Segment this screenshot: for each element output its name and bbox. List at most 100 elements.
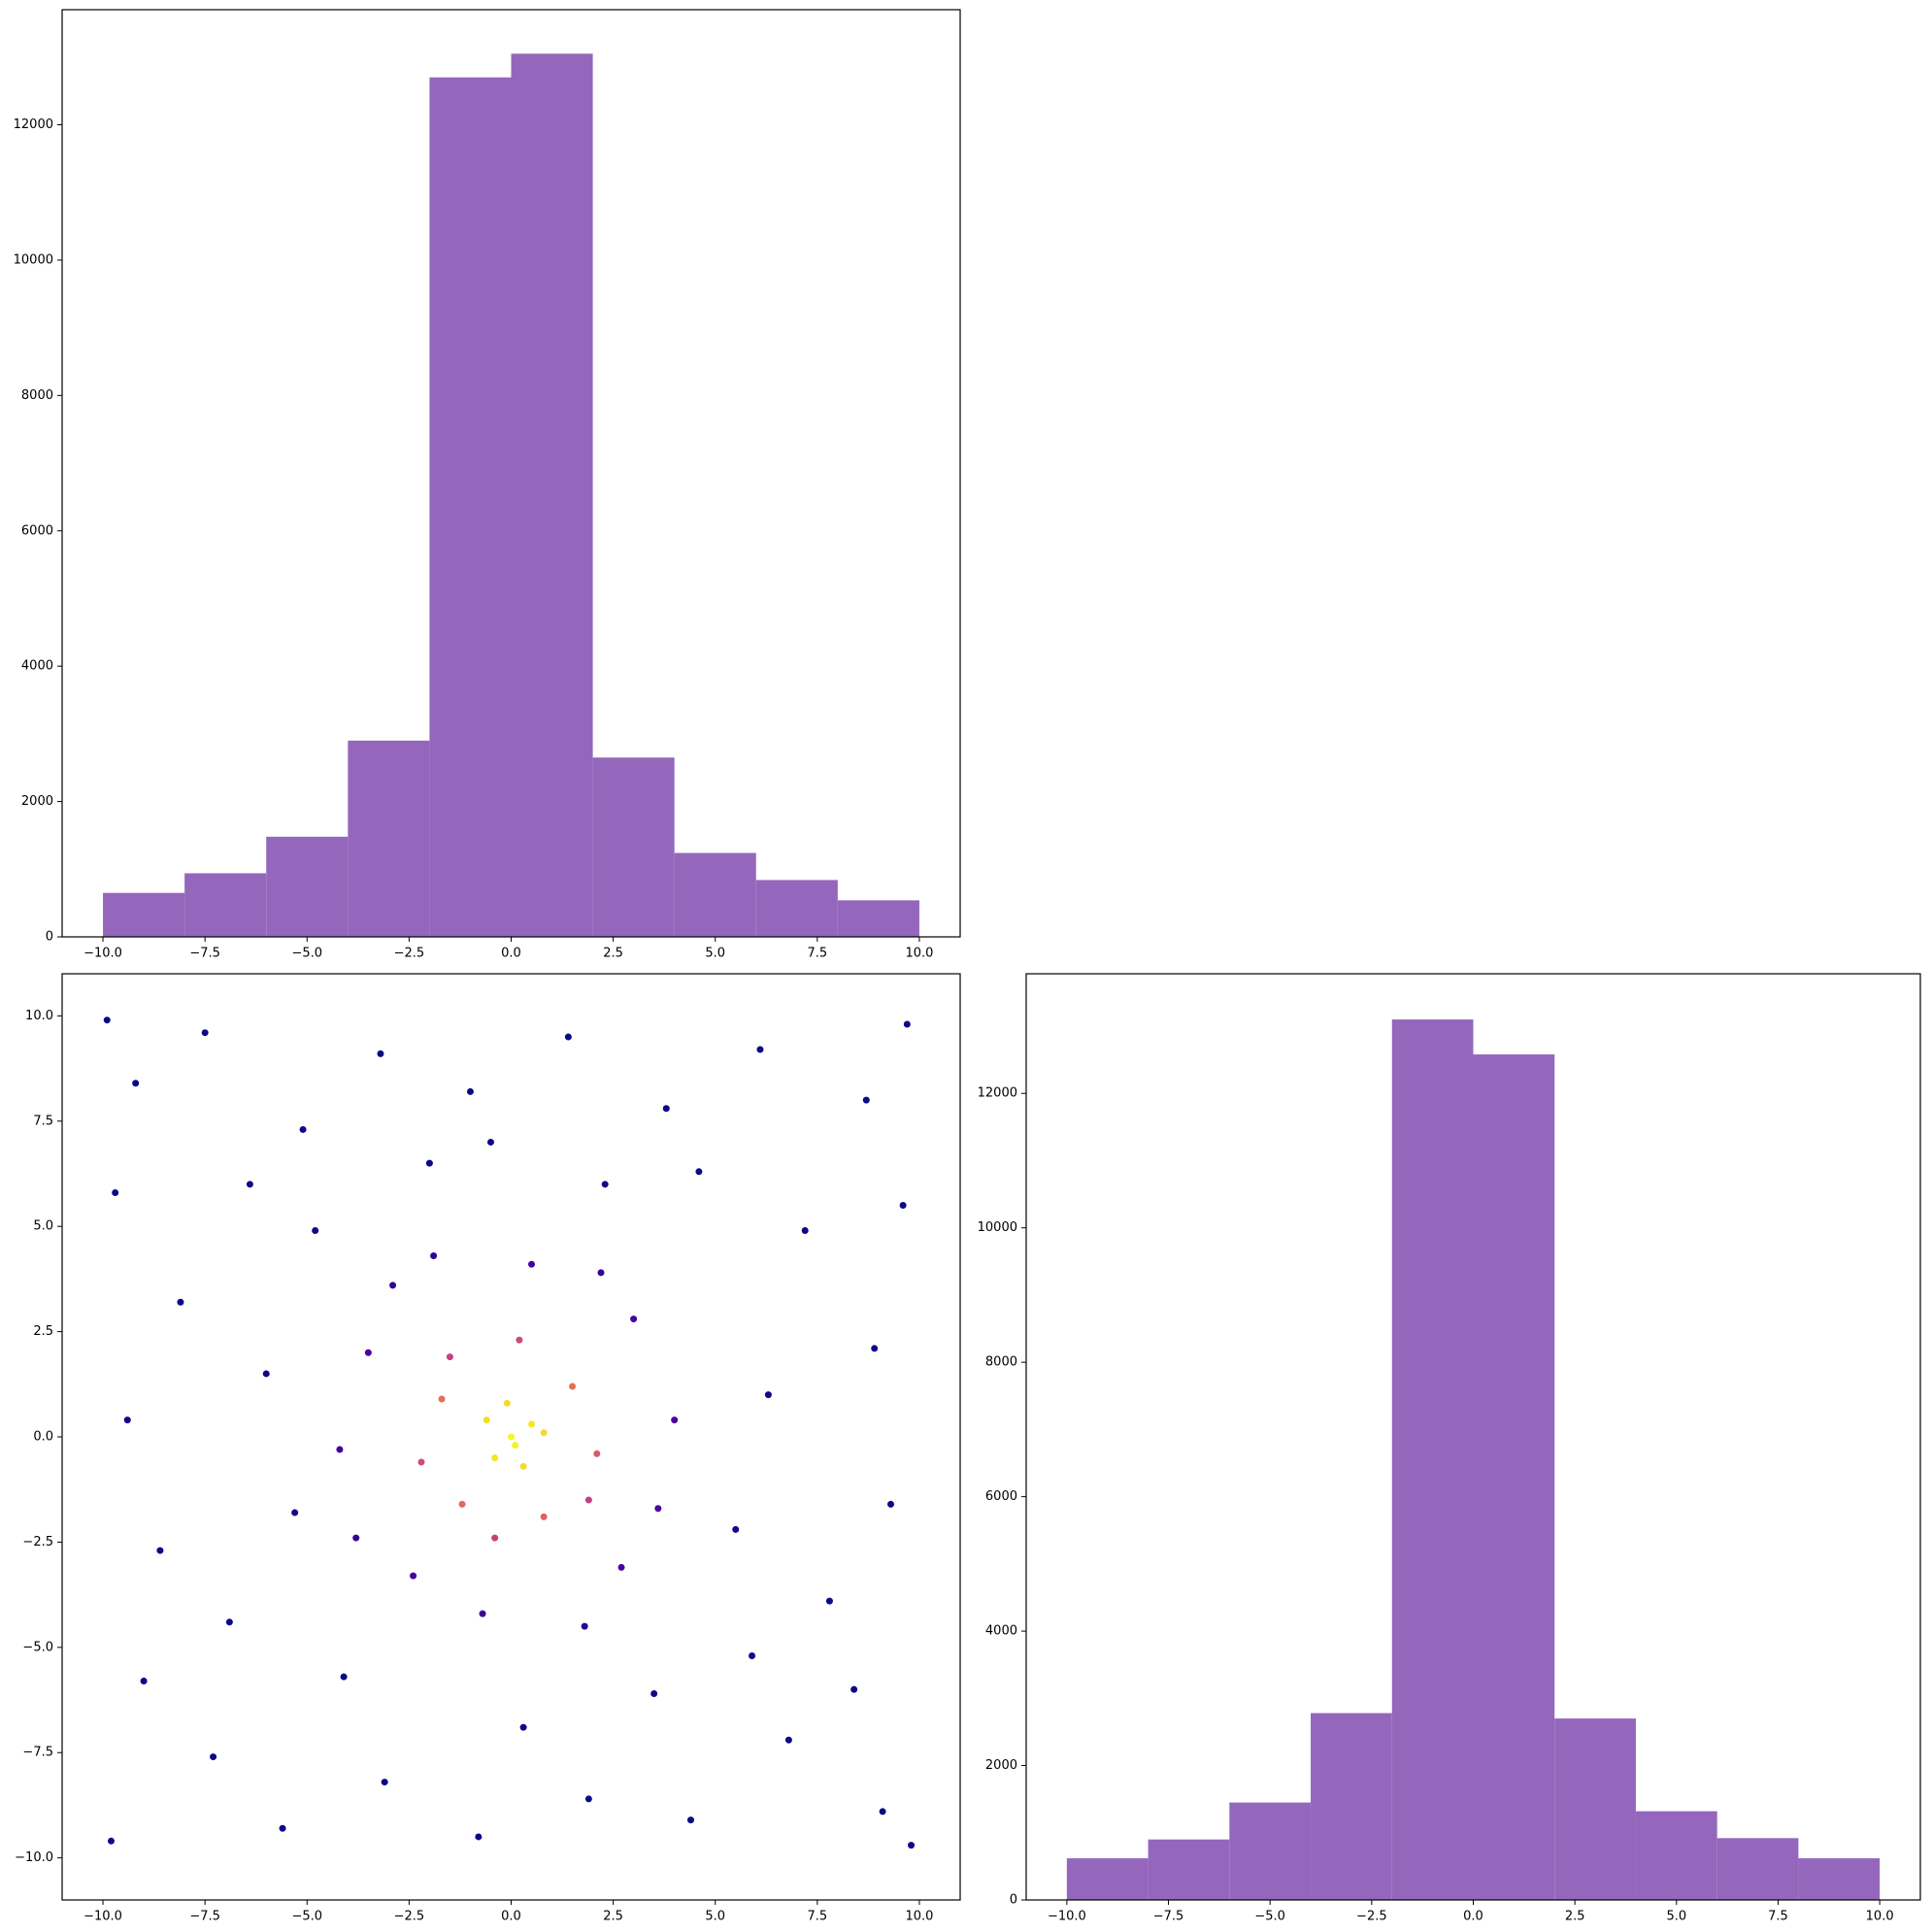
x-tick-label: 2.5 bbox=[1565, 1910, 1585, 1924]
axes: −10.0 −7.5 −5.0 −2.5 0.0 2.5 5.0 7.5 10.0 −10.0 −7… bbox=[15, 973, 961, 1924]
x-tick-label: −2.5 bbox=[394, 947, 425, 961]
scatter-point bbox=[377, 1049, 384, 1057]
scatter-point bbox=[112, 1188, 119, 1196]
y-tick-label: 5.0 bbox=[33, 1219, 53, 1234]
scatter-point bbox=[201, 1029, 209, 1037]
scatter-point bbox=[438, 1395, 446, 1403]
x-tick-label: 5.0 bbox=[705, 947, 725, 961]
scatter-point bbox=[732, 1525, 740, 1533]
scatter-point bbox=[650, 1690, 658, 1698]
y-tick-label: 2000 bbox=[21, 794, 53, 809]
x-tick-label: 7.5 bbox=[807, 1910, 827, 1924]
y-tick-label: −10.0 bbox=[15, 1850, 53, 1865]
axes: −10.0 −7.5 −5.0 −2.5 0.0 2.5 5.0 7.5 10.0 0 2000 40… bbox=[978, 973, 1921, 1924]
scatter-point bbox=[279, 1824, 286, 1832]
scatter-point bbox=[291, 1509, 299, 1516]
scatter-point bbox=[671, 1416, 679, 1424]
scatter-points bbox=[103, 1016, 916, 1849]
scatter-point bbox=[107, 1837, 115, 1845]
x-tick-label: −5.0 bbox=[1254, 1910, 1285, 1924]
x-tick-label: −7.5 bbox=[189, 947, 220, 961]
histogram-bar bbox=[1229, 1802, 1312, 1900]
x-tick-label: −10.0 bbox=[83, 947, 122, 961]
scatter-point bbox=[225, 1618, 233, 1626]
axes: −10.0 −7.5 −5.0 −2.5 0.0 2.5 5.0 7.5 10.0 0 2000 40… bbox=[14, 9, 961, 961]
y-tick-label: 0 bbox=[1010, 1893, 1017, 1908]
x-tick-label: −2.5 bbox=[394, 1910, 425, 1924]
scatter-point bbox=[503, 1399, 511, 1407]
histogram-bar bbox=[1716, 1838, 1799, 1900]
scatter-point bbox=[483, 1416, 490, 1424]
scatter-point bbox=[430, 1252, 438, 1260]
y-tick-label: 0 bbox=[46, 930, 53, 945]
scatter-point bbox=[584, 1496, 592, 1504]
histogram-bar bbox=[1554, 1718, 1636, 1900]
scatter-point bbox=[491, 1454, 499, 1462]
x-tick-label: 0.0 bbox=[501, 947, 521, 961]
scatter-point bbox=[410, 1572, 417, 1580]
scatter-point bbox=[597, 1269, 605, 1277]
scatter-point bbox=[389, 1282, 397, 1289]
y-tick-label: −7.5 bbox=[22, 1746, 53, 1760]
scatter-point bbox=[908, 1842, 916, 1849]
histogram-bar bbox=[1311, 1713, 1392, 1900]
scatter-point bbox=[528, 1260, 536, 1268]
scatter-point bbox=[458, 1500, 466, 1508]
scatter-point bbox=[801, 1227, 809, 1235]
histogram-bar bbox=[348, 740, 430, 937]
scatter-point bbox=[340, 1673, 348, 1681]
scatter-point bbox=[516, 1336, 523, 1344]
scatter-point bbox=[512, 1442, 519, 1449]
scatter-point bbox=[540, 1513, 548, 1520]
x-tick-label: −5.0 bbox=[291, 1910, 322, 1924]
scatter-point bbox=[475, 1833, 483, 1841]
y-tick-label: −5.0 bbox=[22, 1640, 53, 1654]
scatter-point bbox=[756, 1046, 764, 1053]
histogram-bar bbox=[674, 852, 756, 937]
scatter-point bbox=[569, 1382, 577, 1390]
histogram-bar bbox=[266, 836, 349, 937]
scatter-point bbox=[123, 1416, 131, 1424]
scatter-point bbox=[491, 1534, 499, 1542]
scatter-point bbox=[262, 1370, 270, 1378]
histogram-bar bbox=[837, 900, 919, 937]
histogram-bar bbox=[1473, 1054, 1555, 1900]
scatter-point bbox=[479, 1610, 486, 1617]
y-tick-label: 12000 bbox=[14, 117, 53, 132]
scatter-point bbox=[140, 1678, 148, 1685]
x-tick-label: 2.5 bbox=[603, 947, 623, 961]
scatter-point bbox=[850, 1685, 858, 1693]
histogram-bar bbox=[1391, 1019, 1474, 1900]
y-tick-label: 10000 bbox=[14, 252, 53, 267]
scatter-point bbox=[508, 1433, 515, 1441]
y-tick-label: 10.0 bbox=[25, 1009, 53, 1023]
scatter-point bbox=[871, 1345, 879, 1352]
y-tick-label: 2.5 bbox=[33, 1324, 53, 1339]
scatter-point bbox=[486, 1138, 494, 1146]
scatter-point bbox=[312, 1227, 319, 1235]
scatter-point bbox=[540, 1429, 548, 1437]
scatter-point bbox=[584, 1795, 592, 1803]
scatter-point bbox=[528, 1420, 536, 1428]
x-tick-label: −2.5 bbox=[1356, 1910, 1387, 1924]
histogram-bar bbox=[592, 757, 675, 937]
histogram-bar bbox=[1066, 1858, 1149, 1900]
histogram-bar bbox=[429, 77, 512, 938]
scatter-point bbox=[617, 1563, 625, 1571]
scatter-point bbox=[581, 1622, 588, 1630]
scatter-point bbox=[662, 1105, 670, 1113]
scatter-point bbox=[593, 1449, 601, 1457]
scatter-point bbox=[601, 1181, 609, 1188]
x-tick-label: 10.0 bbox=[905, 947, 933, 961]
scatter-point bbox=[417, 1458, 425, 1466]
scatter-point bbox=[764, 1391, 772, 1399]
scatter-point bbox=[879, 1808, 886, 1815]
y-tick-label: 4000 bbox=[985, 1624, 1017, 1639]
scatter-point bbox=[687, 1816, 694, 1824]
scatter-point bbox=[887, 1500, 895, 1508]
x-tick-label: 10.0 bbox=[1866, 1910, 1894, 1924]
y-tick-label: 8000 bbox=[985, 1355, 1017, 1370]
x-tick-label: −10.0 bbox=[1048, 1910, 1086, 1924]
